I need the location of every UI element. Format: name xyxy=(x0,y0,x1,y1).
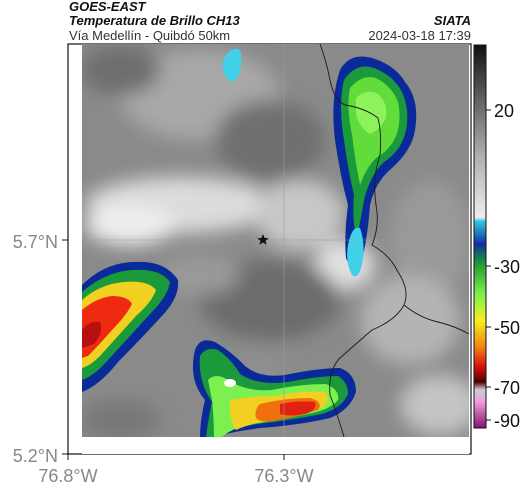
datetime-label: 2024-03-18 17:39 xyxy=(368,28,471,43)
region-subtitle: Vía Medellín - Quibdó 50km xyxy=(69,28,231,43)
x-tick-label: 76.8°W xyxy=(38,466,97,486)
cloud-northeast xyxy=(222,48,417,277)
cloud-west xyxy=(82,261,179,392)
colorbar-tick-label: 20 xyxy=(494,101,514,121)
cloud-south xyxy=(192,340,356,437)
colorbar-tick-label: -50 xyxy=(494,318,520,338)
map-bottom-band xyxy=(82,437,469,454)
product-title: Temperatura de Brillo CH13 xyxy=(69,13,240,28)
satellite-title: GOES-EAST xyxy=(69,0,146,14)
agency-label: SIATA xyxy=(433,13,471,28)
colorbar-tick-label: -70 xyxy=(494,378,520,398)
colorbar-tick-label: -30 xyxy=(494,257,520,277)
colorbar: 20 -30 -50 -70 -90 xyxy=(473,44,520,431)
border-line-east xyxy=(403,304,469,335)
brightness-field xyxy=(82,44,469,437)
colorbar-tick-label: -90 xyxy=(494,411,520,431)
star-icon xyxy=(257,234,269,245)
colorbar-gradient xyxy=(473,44,487,429)
y-tick-label: 5.7°N xyxy=(13,232,58,252)
y-tick-label: 5.2°N xyxy=(13,446,58,466)
x-tick-label: 76.3°W xyxy=(254,466,313,486)
border-line xyxy=(319,44,407,437)
